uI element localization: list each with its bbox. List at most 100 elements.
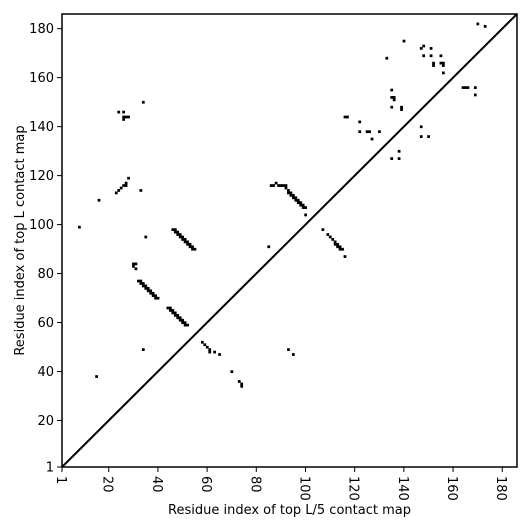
contact-point — [343, 115, 347, 119]
contact-point — [114, 191, 118, 195]
contact-point — [390, 105, 394, 109]
contact-point — [139, 189, 143, 192]
contact-point — [117, 189, 121, 192]
x-axis-ticks: 1 20 40 60 80 100 120 140 160 180 — [53, 467, 508, 501]
contact-point — [338, 245, 342, 249]
contact-point — [137, 279, 140, 283]
contact-point — [441, 71, 445, 75]
contact-point — [358, 120, 362, 124]
contact-point — [419, 47, 423, 50]
contact-point — [188, 242, 192, 246]
contact-point — [336, 242, 339, 246]
x-axis-label: Residue index of top L/5 contact map — [168, 503, 411, 518]
contact-point — [299, 201, 303, 205]
contact-point — [419, 125, 423, 129]
contact-point — [173, 230, 177, 234]
contact-point — [127, 115, 130, 119]
x-tick-label: 140 — [395, 476, 410, 501]
contact-point — [291, 196, 295, 200]
contact-point — [193, 247, 197, 251]
contact-point — [441, 61, 445, 65]
contact-point — [124, 115, 128, 119]
contact-point — [341, 247, 344, 251]
contact-point — [385, 56, 389, 60]
contact-point — [287, 189, 290, 192]
contact-point — [183, 323, 187, 327]
contact-point — [122, 118, 126, 121]
contact-point — [326, 233, 330, 236]
y-tick-label: 1 — [46, 461, 54, 476]
contact-point — [203, 343, 207, 347]
contact-point — [282, 184, 285, 187]
contact-point — [173, 313, 177, 317]
contact-point — [237, 380, 241, 383]
contact-point — [390, 88, 394, 92]
contact-point — [240, 382, 244, 386]
contact-points — [77, 22, 487, 388]
contact-point — [77, 225, 81, 229]
contact-point — [151, 291, 155, 295]
contact-point — [284, 184, 288, 187]
contact-point — [188, 245, 192, 249]
contact-point — [321, 228, 325, 232]
contact-point — [427, 135, 430, 138]
contact-point — [171, 228, 175, 232]
contact-point — [146, 289, 150, 293]
contact-point — [178, 318, 182, 322]
contact-point — [183, 238, 187, 241]
contact-point — [343, 255, 347, 258]
contact-point — [422, 44, 426, 48]
contact-point — [176, 316, 180, 320]
x-tick-label: 1 — [53, 476, 68, 484]
contact-point — [171, 309, 175, 312]
contact-point — [483, 25, 487, 28]
contact-point — [154, 294, 157, 298]
contact-point — [429, 54, 433, 58]
contact-point — [274, 181, 278, 185]
x-tick-label: 120 — [346, 476, 361, 501]
contact-point — [176, 313, 180, 317]
contact-point — [166, 306, 170, 310]
y-tick-label: 140 — [29, 120, 54, 135]
contact-point — [208, 350, 212, 354]
contact-point — [144, 284, 148, 288]
y-tick-label: 100 — [29, 218, 54, 233]
contact-point — [400, 108, 403, 112]
contact-point — [97, 198, 101, 202]
contact-point — [390, 96, 394, 99]
contact-point — [466, 86, 470, 89]
contact-point — [441, 64, 445, 67]
contact-point — [141, 282, 145, 285]
contact-point — [289, 191, 293, 195]
x-tick-label: 100 — [296, 476, 311, 501]
contact-point — [269, 184, 273, 187]
contact-point — [296, 201, 300, 205]
contact-point — [124, 184, 128, 187]
contact-point — [208, 348, 212, 351]
contact-point — [181, 318, 185, 322]
contact-point — [279, 184, 283, 187]
contact-point — [291, 193, 295, 197]
contact-point — [134, 267, 138, 271]
contact-point — [287, 348, 290, 351]
contact-point — [191, 247, 194, 251]
contact-point — [338, 247, 342, 251]
contact-point — [392, 96, 396, 99]
contact-point — [439, 61, 443, 65]
contact-point — [171, 311, 175, 315]
contact-point — [132, 264, 135, 268]
diagonal-line — [61, 13, 518, 468]
contact-point — [390, 157, 394, 160]
contact-point — [336, 245, 339, 249]
contact-point — [127, 176, 130, 180]
contact-point — [422, 54, 426, 58]
contact-point — [301, 206, 305, 209]
contact-point — [397, 149, 401, 153]
contact-point — [173, 228, 177, 232]
contact-point — [95, 375, 98, 378]
contact-point — [464, 86, 467, 89]
contact-point — [183, 240, 187, 244]
contact-point — [402, 39, 406, 43]
contact-point — [141, 348, 145, 351]
